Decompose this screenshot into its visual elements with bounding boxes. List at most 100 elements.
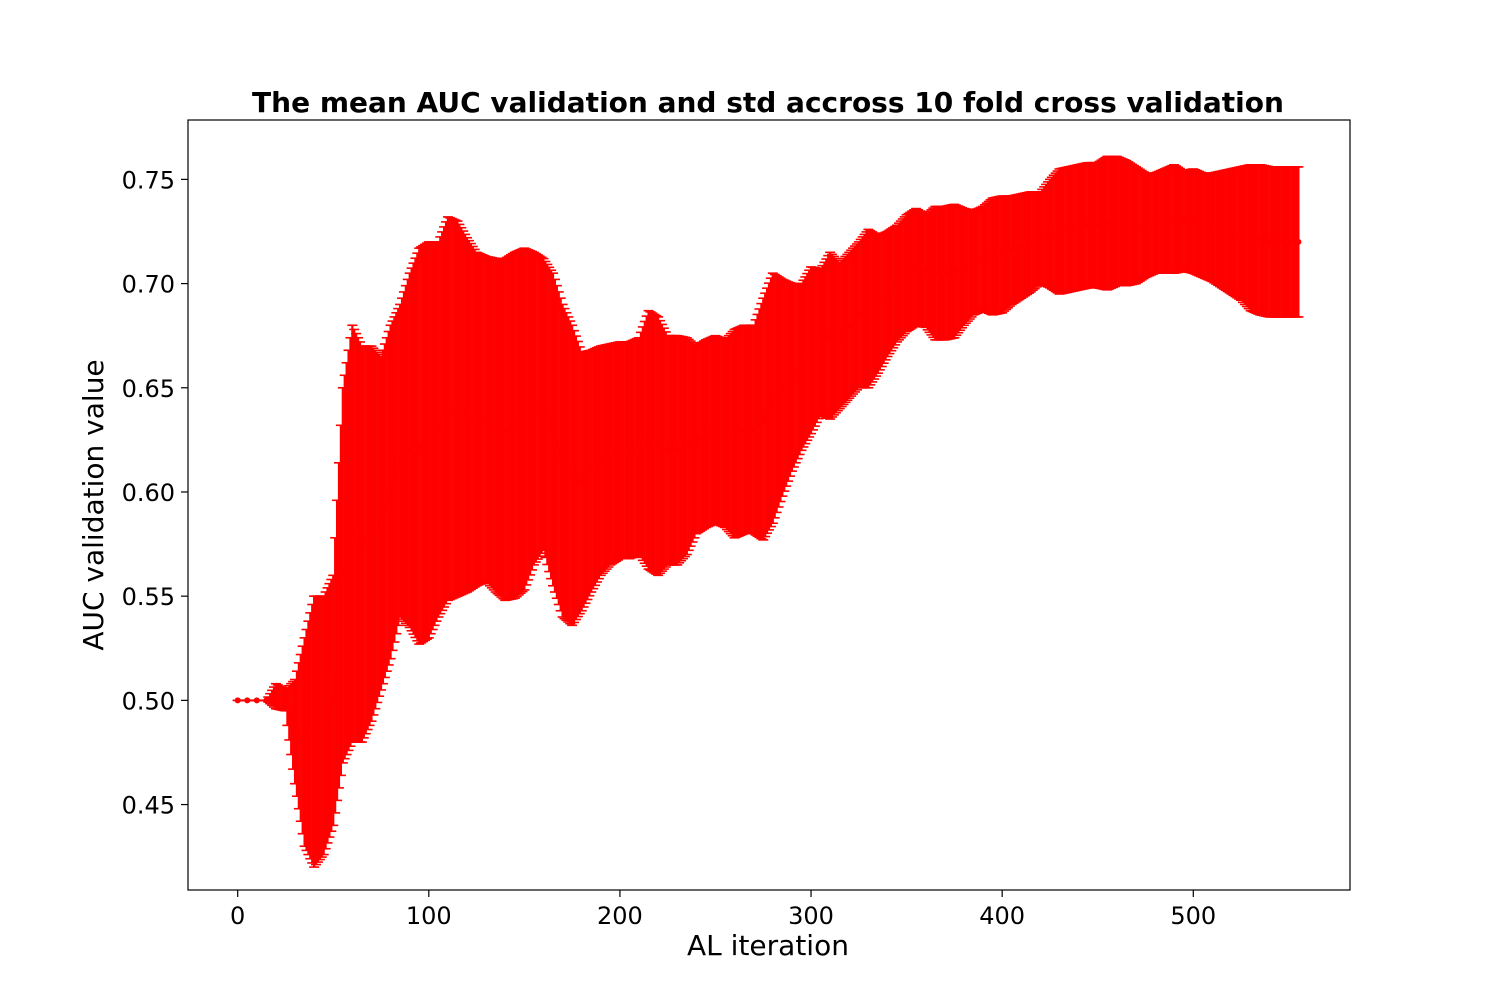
data-point — [1008, 247, 1015, 254]
data-point — [521, 416, 528, 423]
y-tick-label: 0.70 — [122, 271, 175, 299]
data-point — [1171, 215, 1178, 222]
data-point — [1046, 230, 1053, 237]
data-point — [339, 572, 346, 579]
data-point — [760, 416, 767, 423]
data-point — [1142, 222, 1149, 229]
data-point — [1285, 238, 1292, 245]
data-point — [693, 436, 700, 443]
data-point — [378, 520, 385, 527]
data-point — [1228, 228, 1235, 235]
data-point — [941, 270, 948, 277]
mean-line — [237, 217, 1299, 744]
data-point — [741, 426, 748, 433]
data-point — [894, 280, 901, 287]
x-tick-label: 400 — [979, 902, 1025, 930]
data-point — [1209, 224, 1216, 231]
data-point — [1113, 218, 1120, 225]
data-point — [425, 436, 432, 443]
data-point — [1075, 224, 1082, 231]
data-point — [263, 697, 270, 704]
data-point — [1132, 222, 1139, 229]
y-tick-label: 0.50 — [122, 687, 175, 715]
data-point — [282, 697, 289, 704]
data-point — [1199, 222, 1206, 229]
data-point — [922, 268, 929, 275]
data-point — [578, 478, 585, 485]
x-tick-label: 200 — [597, 902, 643, 930]
data-point — [750, 426, 757, 433]
data-point — [798, 363, 805, 370]
data-point — [330, 697, 337, 704]
data-point — [683, 443, 690, 450]
data-point — [874, 301, 881, 308]
data-point — [473, 416, 480, 423]
data-point — [1085, 222, 1092, 229]
data-point — [1123, 220, 1130, 227]
data-point — [817, 338, 824, 345]
data-point — [788, 374, 795, 381]
y-tick-label: 0.60 — [122, 479, 175, 507]
data-point — [492, 422, 499, 429]
data-point — [569, 472, 576, 479]
data-point — [674, 447, 681, 454]
data-point — [989, 253, 996, 260]
data-point — [1257, 236, 1264, 243]
data-point — [607, 451, 614, 458]
data-point — [397, 457, 404, 464]
data-point — [349, 530, 356, 537]
data-point — [1218, 226, 1225, 233]
data-point — [1018, 243, 1025, 250]
data-point — [903, 270, 910, 277]
data-point — [272, 693, 279, 700]
x-tick-label: 0 — [230, 902, 245, 930]
data-point — [1295, 238, 1302, 245]
data-point — [779, 384, 786, 391]
data-point — [1161, 218, 1168, 225]
data-point — [846, 322, 853, 329]
x-axis-label: AL iteration — [687, 929, 849, 962]
data-point — [865, 305, 872, 312]
y-axis-label: AUC validation value — [77, 359, 110, 650]
y-tick-label: 0.65 — [122, 375, 175, 403]
data-point — [1094, 222, 1101, 229]
data-point — [234, 697, 241, 704]
data-point — [769, 395, 776, 402]
data-point — [1056, 228, 1063, 235]
ticks: 0 100 200 300 400 500 0.45 0.50 0.55 0.60 0.65 0.70… — [122, 166, 1217, 930]
chart-title: The mean AUC validation and std accross … — [252, 86, 1284, 119]
data-point — [616, 447, 623, 454]
data-point — [1104, 220, 1111, 227]
data-point — [435, 426, 442, 433]
data-point — [301, 739, 308, 746]
data-point — [311, 728, 318, 735]
data-point — [913, 263, 920, 270]
data-point — [253, 697, 260, 704]
data-point — [960, 263, 967, 270]
data-point — [951, 268, 958, 275]
data-point — [454, 405, 461, 412]
data-point — [588, 468, 595, 475]
data-point — [702, 430, 709, 437]
plot-area — [232, 155, 1304, 868]
y-tick-label: 0.55 — [122, 583, 175, 611]
data-point — [320, 722, 327, 729]
data-point — [932, 270, 939, 277]
x-tick-label: 300 — [788, 902, 834, 930]
y-tick-label: 0.45 — [122, 792, 175, 820]
data-point — [645, 436, 652, 443]
data-point — [1180, 218, 1187, 225]
data-point — [855, 311, 862, 318]
data-point — [1066, 226, 1073, 233]
data-point — [368, 530, 375, 537]
data-point — [970, 259, 977, 266]
data-point — [1190, 218, 1197, 225]
x-tick-label: 100 — [406, 902, 452, 930]
data-point — [502, 426, 509, 433]
data-point — [1276, 238, 1283, 245]
data-point — [464, 411, 471, 418]
data-point — [626, 447, 633, 454]
x-tick-label: 500 — [1170, 902, 1216, 930]
data-point — [550, 426, 557, 433]
data-point — [636, 443, 643, 450]
